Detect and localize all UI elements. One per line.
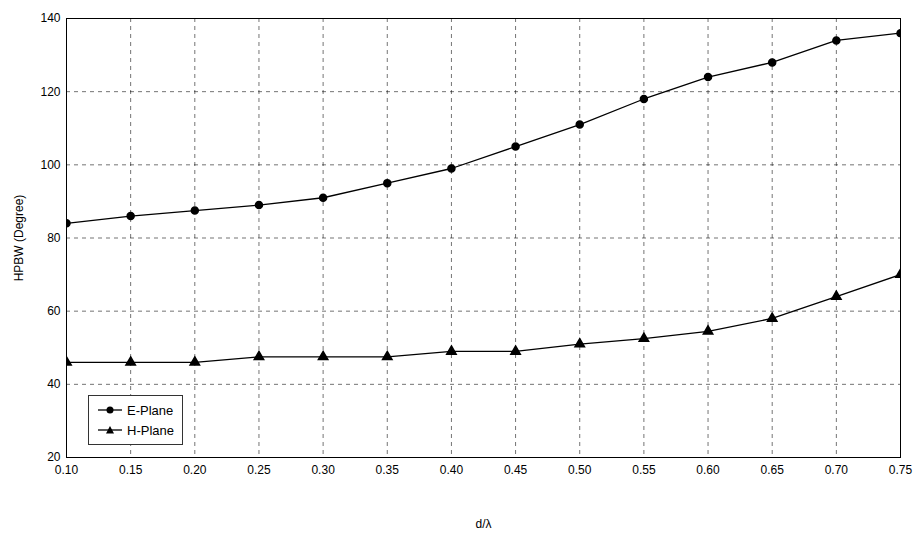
svg-text:0.70: 0.70 [825,463,849,477]
svg-text:0.60: 0.60 [696,463,720,477]
svg-text:0.25: 0.25 [247,463,271,477]
svg-text:0.10: 0.10 [55,463,79,477]
svg-text:60: 60 [47,304,61,318]
html-text:E-Plane: E-Plane [127,402,174,418]
svg-text:0.45: 0.45 [504,463,528,477]
svg-text:0.50: 0.50 [568,463,592,477]
svg-text:0.75: 0.75 [889,463,913,477]
svg-text:20: 20 [47,450,61,465]
svg-text:0.65: 0.65 [761,463,785,477]
svg-text:0.35: 0.35 [376,463,400,477]
svg-text:0.20: 0.20 [183,463,207,477]
svg-text:40: 40 [47,377,61,391]
html-text:H-Plane: H-Plane [127,422,174,438]
svg-text:d/λ: d/λ [475,517,491,531]
svg-text:80: 80 [47,231,61,245]
svg-text:0.15: 0.15 [119,463,143,477]
svg-text:HPBW (Degree): HPBW (Degree) [12,195,26,282]
svg-text:0.40: 0.40 [440,463,464,477]
svg-text:120: 120 [40,85,60,99]
svg-text:140: 140 [40,11,60,25]
svg-text:0.30: 0.30 [311,463,335,477]
svg-text:100: 100 [40,158,60,172]
svg-text:0.55: 0.55 [632,463,656,477]
